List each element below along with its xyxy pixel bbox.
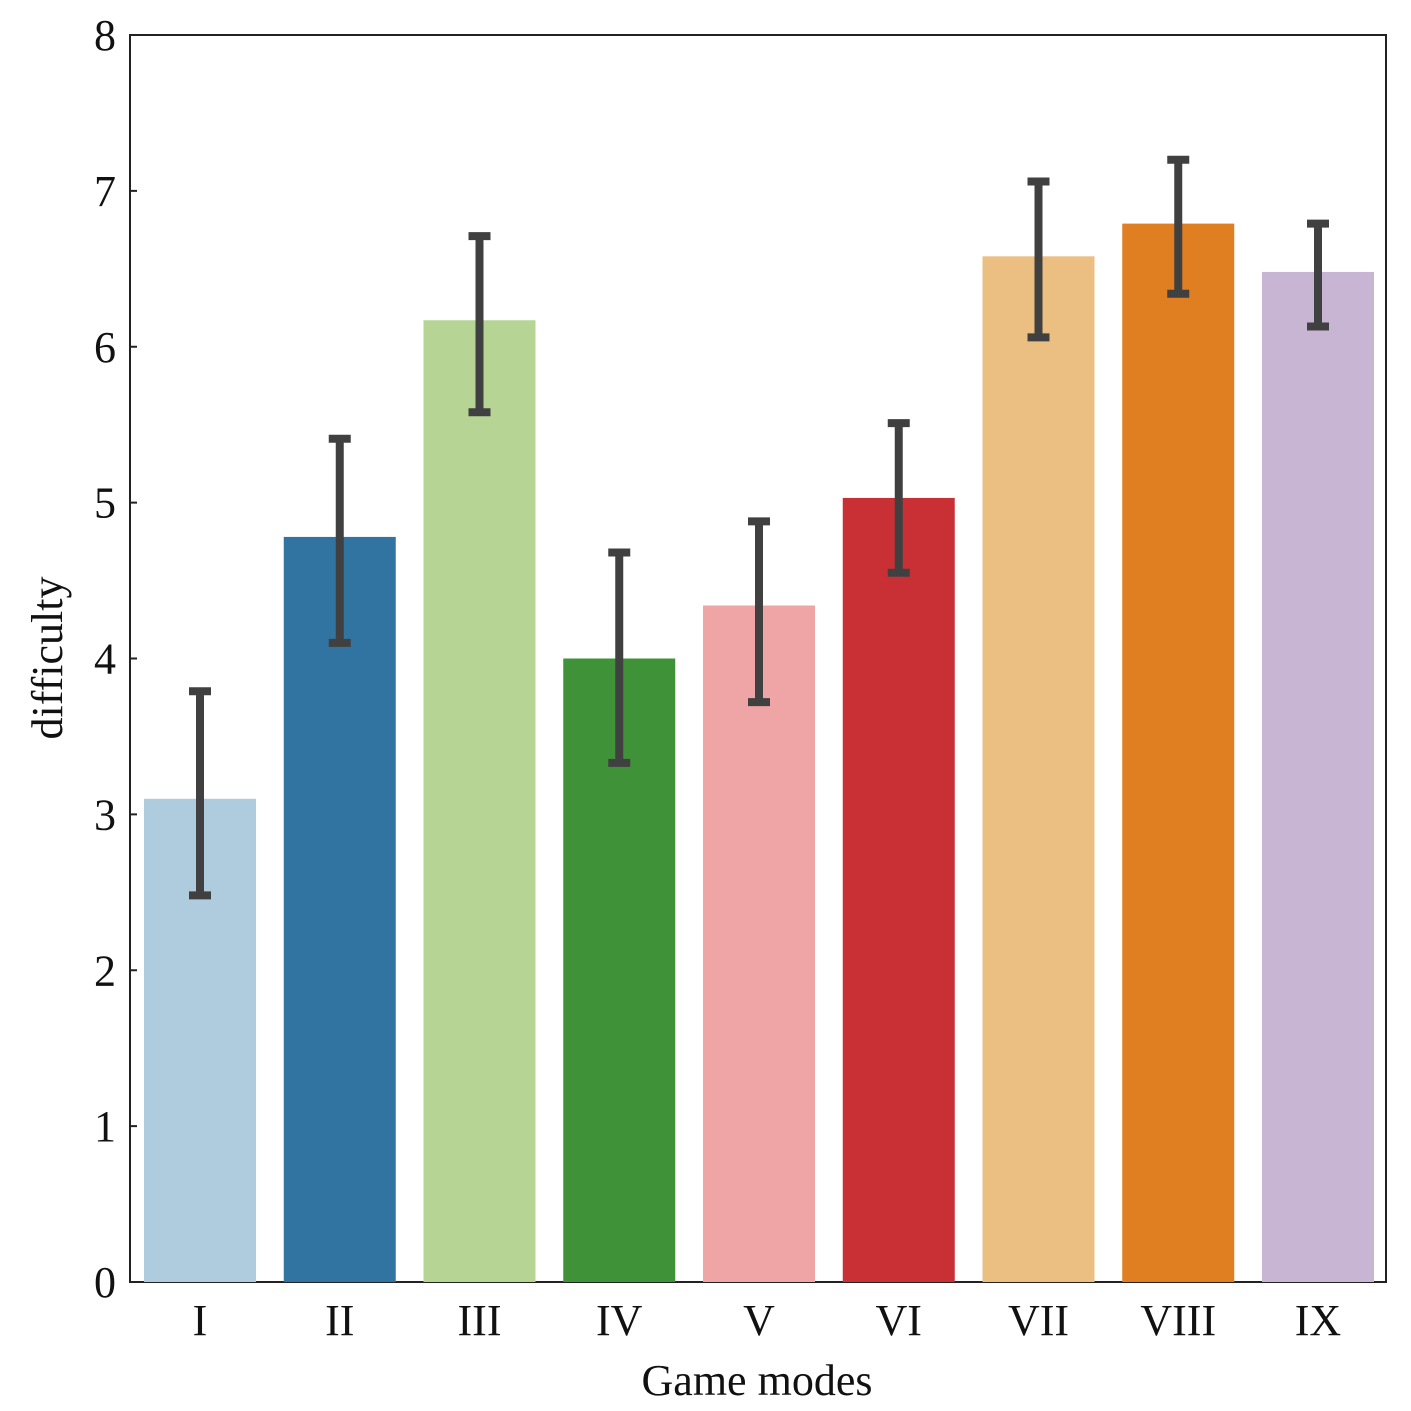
x-axis: I II III IV V VI VII VIII IX xyxy=(193,1296,1342,1345)
x-tick-label: IV xyxy=(596,1296,643,1345)
error-bar-V xyxy=(748,517,770,707)
error-bar-group xyxy=(189,155,1329,900)
error-bar-VI xyxy=(887,419,910,577)
x-tick-label: V xyxy=(743,1296,775,1345)
error-bar-IV xyxy=(608,548,631,767)
y-tick-label: 0 xyxy=(94,1258,116,1307)
x-tick-label: VII xyxy=(1008,1296,1069,1345)
x-tick-label: II xyxy=(325,1296,354,1345)
bar-group xyxy=(144,223,1374,1283)
bar-IX xyxy=(1262,271,1374,1282)
y-tick-label: 2 xyxy=(94,946,116,995)
x-tick-label: VI xyxy=(876,1296,922,1345)
error-bar-II xyxy=(328,434,351,647)
y-tick-label: 8 xyxy=(94,11,116,60)
error-bar-I xyxy=(189,687,211,900)
error-bar-VII xyxy=(1027,177,1050,342)
x-axis-label: Game modes xyxy=(642,1356,873,1405)
y-axis: 0 1 2 3 4 5 6 7 8 xyxy=(94,11,137,1307)
error-bar-VIII xyxy=(1167,155,1190,298)
y-tick-label: 3 xyxy=(94,790,116,839)
error-bar-IX xyxy=(1307,219,1329,331)
y-tick-label: 7 xyxy=(94,167,116,216)
x-tick-label: IX xyxy=(1295,1296,1341,1345)
bar-VI xyxy=(842,497,955,1283)
y-tick-label: 4 xyxy=(94,635,116,684)
x-tick-label: III xyxy=(458,1296,502,1345)
bar-III xyxy=(423,320,536,1283)
bar-VII xyxy=(982,256,1095,1282)
y-tick-label: 5 xyxy=(94,479,116,528)
bar-II xyxy=(283,536,396,1282)
x-tick-label: VIII xyxy=(1140,1296,1216,1345)
bar-VIII xyxy=(1122,223,1235,1282)
x-tick-label: I xyxy=(193,1296,208,1345)
y-tick-label: 1 xyxy=(94,1102,116,1151)
error-bar-III xyxy=(468,232,491,417)
y-tick-label: 6 xyxy=(94,323,116,372)
y-axis-label: difficulty xyxy=(23,577,72,740)
bar-V xyxy=(703,605,815,1282)
